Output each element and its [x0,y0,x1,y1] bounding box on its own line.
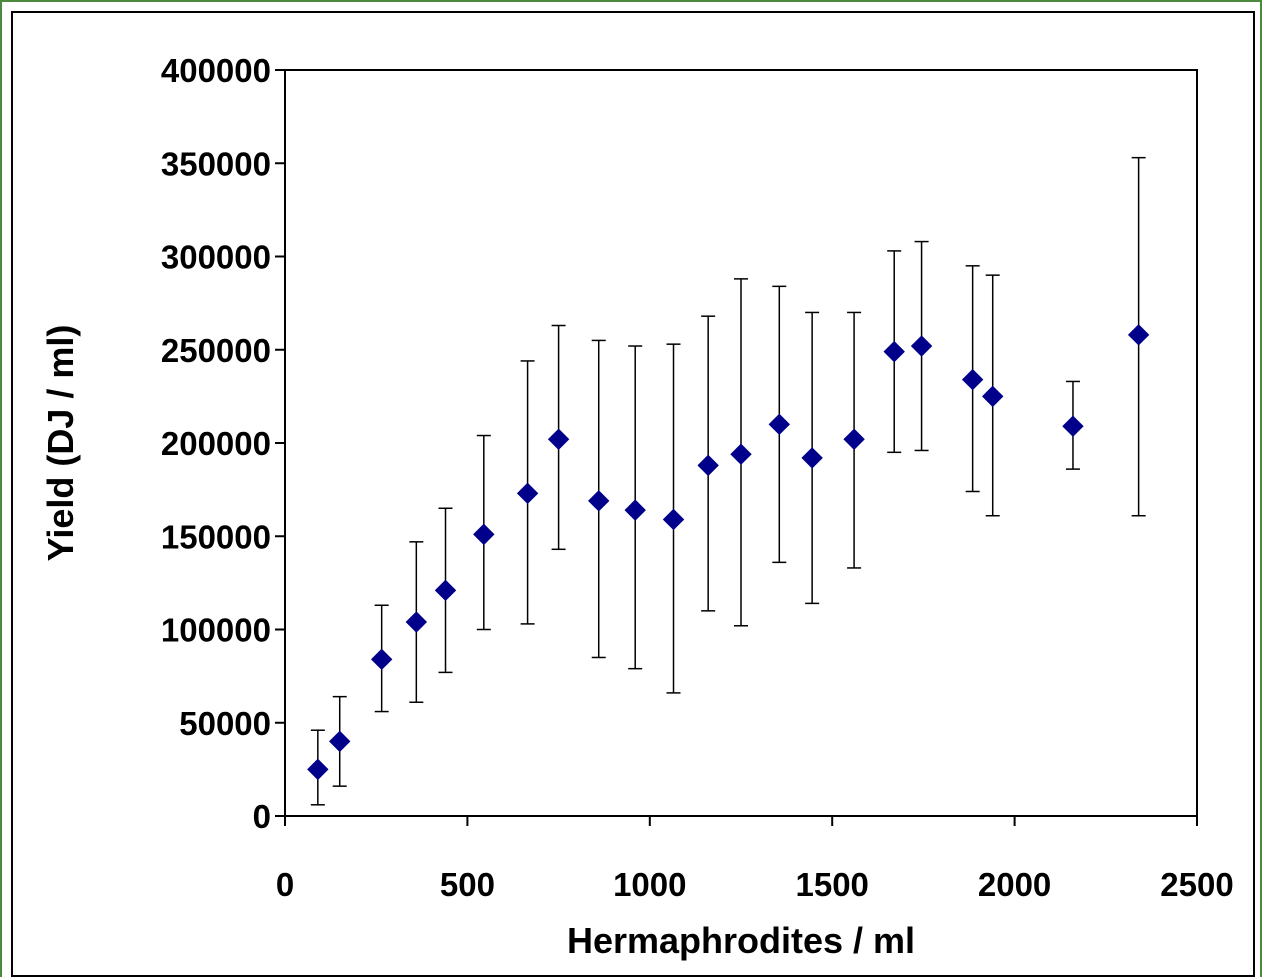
data-point-diamond [624,499,646,521]
data-point-diamond [883,340,905,363]
data-points [307,324,1150,781]
y-tick-label: 400000 [161,52,271,89]
y-tick-label: 0 [253,798,271,835]
x-tick-label: 2500 [1160,866,1233,903]
y-axis-ticks: 0 50000 100000 150000 200000 250000 300000 3500… [161,52,285,835]
data-point-diamond [370,648,393,671]
data-point-diamond [1127,324,1150,346]
data-point-diamond [405,611,428,633]
data-point-diamond [434,579,457,602]
x-tick-label: 1500 [795,866,868,903]
x-tick-label: 500 [440,866,495,903]
data-point-diamond [730,443,752,465]
x-axis-ticks: 0 500 1000 1500 2000 2500 [276,816,1234,903]
x-axis-title: Hermaphrodites / ml [567,920,915,961]
y-tick-label: 50000 [179,705,271,742]
data-point-diamond [1062,415,1084,437]
y-tick-label: 250000 [161,332,271,369]
y-tick-label: 150000 [161,518,271,555]
data-point-diamond [516,482,539,505]
data-point-diamond [982,385,1004,408]
data-point-diamond [801,447,823,469]
data-point-diamond [588,490,610,512]
data-point-diamond [547,428,570,450]
data-point-diamond [329,730,351,753]
x-tick-label: 0 [276,866,294,903]
data-point-diamond [910,335,933,357]
y-axis-title: Yield (DJ / ml) [40,325,81,562]
x-tick-label: 2000 [978,866,1051,903]
error-bars [310,156,1146,806]
data-point-diamond [473,523,495,546]
data-point-diamond [307,758,329,781]
y-tick-label: 350000 [161,145,271,182]
chart-area-border [11,11,1255,977]
data-point-diamond [768,413,791,436]
data-point-diamond [662,508,685,531]
data-point-diamond [843,428,865,450]
data-point-diamond [697,454,719,477]
x-tick-label: 1000 [613,866,686,903]
y-tick-label: 100000 [161,612,271,649]
y-tick-label: 200000 [161,425,271,462]
data-point-diamond [961,368,984,391]
y-tick-label: 300000 [161,239,271,276]
